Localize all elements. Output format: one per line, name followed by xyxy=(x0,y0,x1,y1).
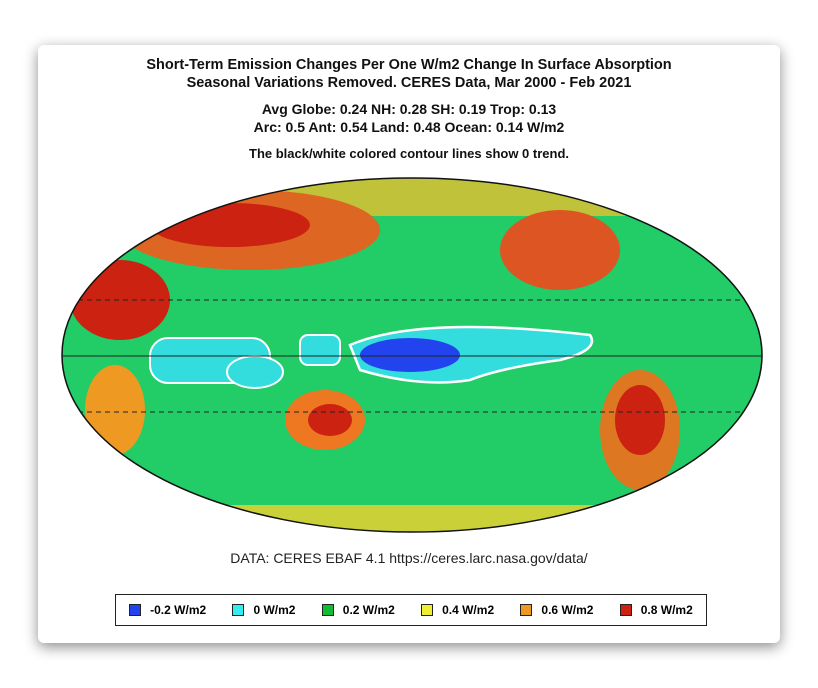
legend-item: 0.4 W/m2 xyxy=(421,603,494,617)
stats-line-1: Avg Globe: 0.24 NH: 0.28 SH: 0.19 Trop: … xyxy=(261,101,557,117)
legend-label: 0.8 W/m2 xyxy=(640,603,693,617)
title-line-2: Seasonal Variations Removed. CERES Data,… xyxy=(186,75,632,91)
legend-swatch xyxy=(619,604,632,616)
legend-label: -0.2 W/m2 xyxy=(150,603,207,617)
legend-item: 0.6 W/m2 xyxy=(520,603,593,617)
stats-block: Avg Globe: 0.24 NH: 0.28 SH: 0.19 Trop: … xyxy=(0,100,818,136)
figure-title: Short-Term Emission Changes Per One W/m2… xyxy=(0,56,818,92)
legend-label: 0.2 W/m2 xyxy=(342,603,395,617)
legend: -0.2 W/m2 0 W/m2 0.2 W/m2 0.4 W/m2 0.6 W… xyxy=(115,594,707,626)
legend-item: 0 W/m2 xyxy=(232,603,295,617)
legend-swatch xyxy=(321,604,334,616)
legend-label: 0 W/m2 xyxy=(253,603,296,617)
stats-line-2: Arc: 0.5 Ant: 0.54 Land: 0.48 Ocean: 0.1… xyxy=(253,119,565,135)
title-line-1: Short-Term Emission Changes Per One W/m2… xyxy=(146,57,672,73)
data-source: DATA: CERES EBAF 4.1 https://ceres.larc.… xyxy=(230,550,588,566)
legend-label: 0.4 W/m2 xyxy=(442,603,495,617)
legend-label: 0.6 W/m2 xyxy=(541,603,594,617)
map-outline xyxy=(61,177,763,533)
legend-swatch xyxy=(129,604,142,616)
legend-swatch xyxy=(232,604,245,616)
legend-swatch xyxy=(520,604,533,616)
negative-region-pacific xyxy=(360,338,460,372)
legend-item: -0.2 W/m2 xyxy=(129,603,206,617)
legend-item: 0.2 W/m2 xyxy=(321,603,395,617)
north-america-region xyxy=(500,210,620,290)
contour-note: The black/white colored contour lines sh… xyxy=(249,146,569,161)
legend-item: 0.8 W/m2 xyxy=(619,603,693,617)
legend-swatch xyxy=(421,604,434,616)
